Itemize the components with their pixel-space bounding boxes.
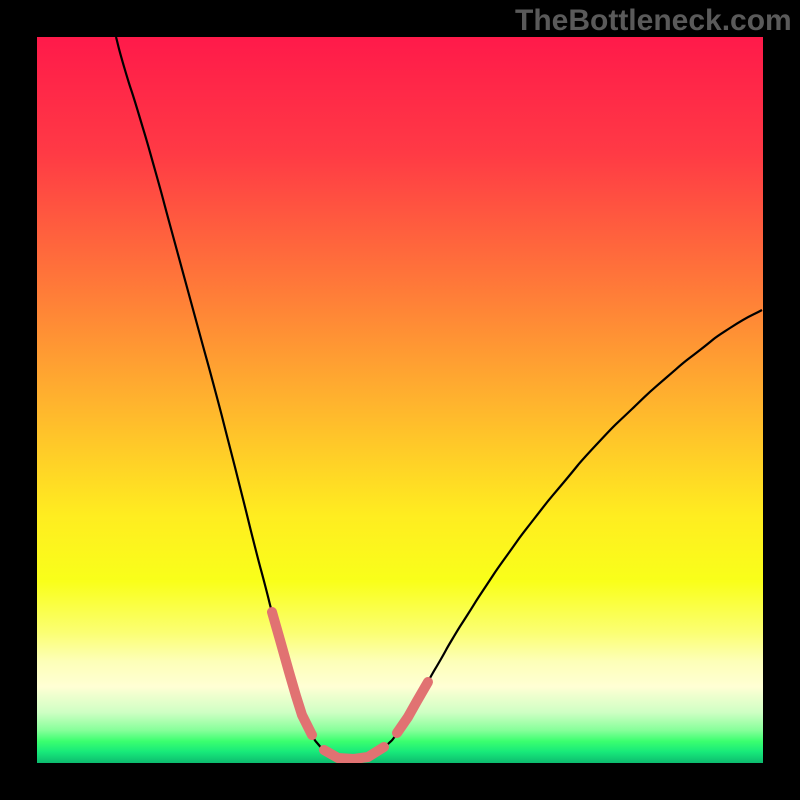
- watermark-text: TheBottleneck.com: [515, 4, 792, 38]
- plot-gradient: [37, 37, 763, 763]
- canvas-frame: TheBottleneck.com: [0, 0, 800, 800]
